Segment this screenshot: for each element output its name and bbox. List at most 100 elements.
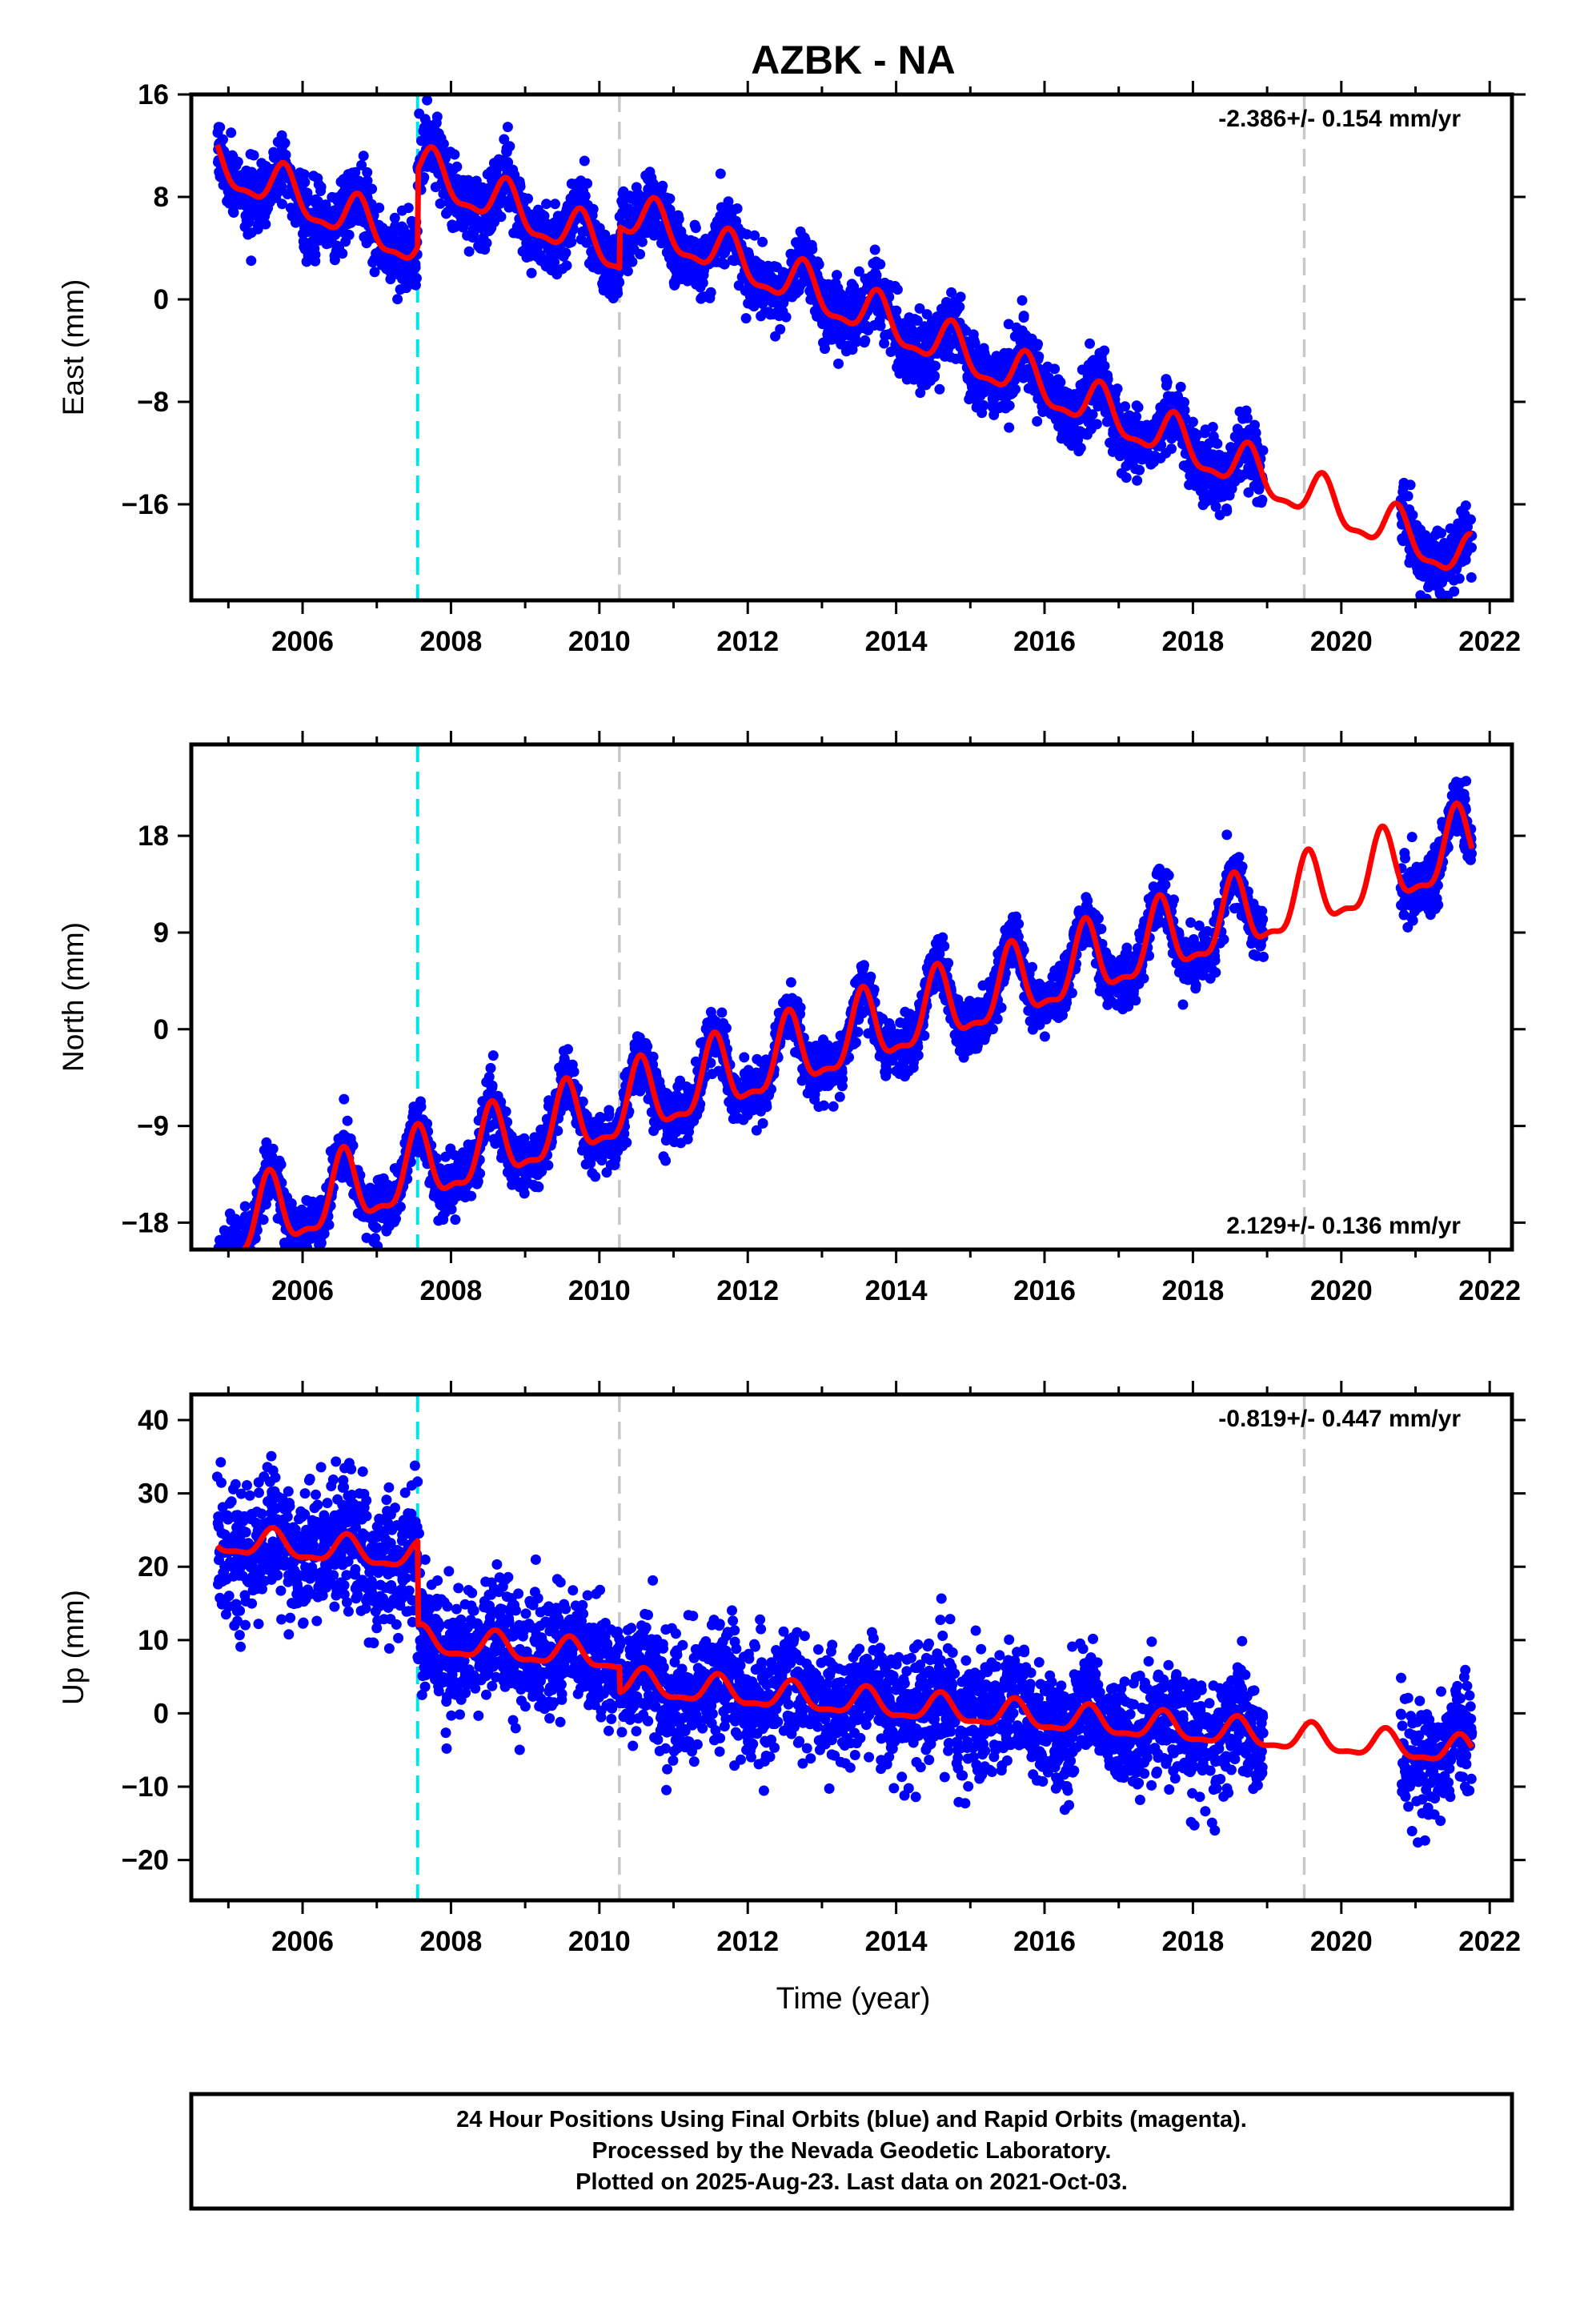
data-point xyxy=(955,291,966,303)
data-point xyxy=(749,230,760,241)
data-point xyxy=(851,336,862,347)
data-point xyxy=(299,177,311,188)
data-point xyxy=(848,281,860,292)
data-point xyxy=(1405,479,1416,491)
data-point xyxy=(869,244,880,255)
data-point xyxy=(350,167,361,178)
data-point xyxy=(463,246,475,257)
x-tick-label: 2010 xyxy=(568,626,631,657)
data-point xyxy=(310,249,321,260)
data-point xyxy=(279,138,291,149)
data-point xyxy=(226,127,237,138)
data-point xyxy=(362,167,373,178)
y-tick-label: 16 xyxy=(138,79,169,110)
data-point xyxy=(410,262,421,273)
data-point xyxy=(329,255,340,266)
data-point xyxy=(568,1066,579,1077)
data-point xyxy=(613,268,624,279)
data-point xyxy=(374,203,385,214)
data-point xyxy=(1134,464,1145,475)
data-point xyxy=(879,338,890,349)
data-point xyxy=(342,1115,353,1126)
data-point xyxy=(1131,411,1142,423)
data-point xyxy=(260,219,271,230)
data-point xyxy=(539,211,550,222)
y-tick-label: 0 xyxy=(154,284,169,315)
data-point xyxy=(258,1214,269,1226)
data-point xyxy=(389,212,400,223)
data-point xyxy=(915,387,926,399)
data-point xyxy=(741,229,752,240)
chart-title: AZBK - NA xyxy=(751,38,956,82)
data-point xyxy=(1402,491,1414,502)
data-point xyxy=(1017,295,1028,306)
x-tick-label: 2006 xyxy=(271,626,334,657)
data-point xyxy=(487,1050,499,1061)
data-point xyxy=(1449,586,1460,597)
data-point xyxy=(875,259,886,270)
data-point xyxy=(431,111,443,122)
data-point xyxy=(369,267,380,278)
y-tick-label: −8 xyxy=(137,387,169,418)
data-point xyxy=(621,1137,632,1148)
data-point xyxy=(946,287,957,298)
rate-label: -2.386+/- 0.154 mm/yr xyxy=(1218,106,1461,132)
data-point xyxy=(1166,443,1177,455)
data-point xyxy=(419,172,430,183)
data-point xyxy=(392,294,403,305)
data-point xyxy=(921,309,932,320)
data-point xyxy=(218,134,228,145)
data-point xyxy=(519,1188,530,1199)
x-tick-label: 2016 xyxy=(1013,626,1076,657)
data-point xyxy=(1004,400,1015,411)
data-point xyxy=(705,287,716,298)
data-point xyxy=(563,1044,573,1055)
data-point xyxy=(664,193,676,204)
data-point xyxy=(541,199,552,210)
y-tick-label: −16 xyxy=(122,489,169,520)
data-point xyxy=(1112,383,1123,395)
data-point xyxy=(1175,381,1186,392)
data-point xyxy=(1049,363,1061,375)
data-point xyxy=(853,266,864,277)
data-point xyxy=(1460,500,1471,512)
data-point xyxy=(276,181,287,192)
data-point xyxy=(475,1168,486,1179)
panels: 2006 2008 2010 2012 2014 2016 2018 2020 20221680… xyxy=(57,79,1526,1957)
data-point xyxy=(450,1214,461,1226)
data-point xyxy=(362,175,373,187)
data-point xyxy=(875,320,886,331)
data-point xyxy=(622,266,633,277)
data-point xyxy=(930,360,941,371)
data-point xyxy=(232,156,243,167)
data-point xyxy=(832,270,842,281)
data-point xyxy=(1466,542,1477,553)
x-tick-label: 2014 xyxy=(865,626,928,657)
data-point xyxy=(833,358,844,369)
data-point xyxy=(487,1080,498,1091)
panel-east: 2006 2008 2010 2012 2014 2016 2018 2020 20221680… xyxy=(57,79,1526,657)
data-point xyxy=(1187,416,1198,427)
data-point xyxy=(929,371,940,381)
data-point xyxy=(337,248,348,259)
data-point xyxy=(780,311,792,323)
data-point xyxy=(1466,572,1477,583)
data-point xyxy=(1407,509,1418,520)
data-point xyxy=(892,284,903,295)
data-point xyxy=(673,214,684,225)
data-point xyxy=(356,159,367,171)
data-point xyxy=(891,305,902,316)
data-point xyxy=(395,1202,406,1213)
data-point xyxy=(371,1222,382,1234)
data-point xyxy=(411,273,422,284)
data-point xyxy=(579,191,591,202)
x-tick-label: 2022 xyxy=(1458,626,1521,657)
data-point xyxy=(715,168,726,179)
data-point xyxy=(1099,345,1110,356)
data-point xyxy=(1466,514,1476,525)
data-point xyxy=(275,1159,287,1170)
data-point xyxy=(860,335,871,346)
data-point xyxy=(415,1101,427,1113)
data-point xyxy=(1436,528,1446,539)
